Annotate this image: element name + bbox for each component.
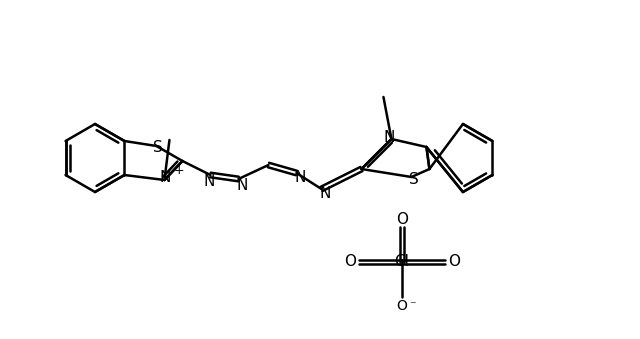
Text: Cl: Cl (395, 255, 410, 270)
Text: N: N (320, 186, 331, 201)
Text: N: N (384, 129, 395, 144)
Text: +: + (173, 163, 184, 177)
Text: N: N (160, 171, 171, 185)
Text: S: S (152, 140, 163, 155)
Text: O: O (396, 212, 408, 226)
Text: N: N (204, 174, 215, 188)
Text: N: N (237, 178, 248, 193)
Text: O: O (448, 255, 460, 270)
Text: O: O (344, 255, 356, 270)
Text: O: O (397, 299, 408, 313)
Text: N: N (295, 170, 306, 184)
Text: S: S (408, 172, 419, 186)
Text: ⁻: ⁻ (409, 299, 415, 313)
